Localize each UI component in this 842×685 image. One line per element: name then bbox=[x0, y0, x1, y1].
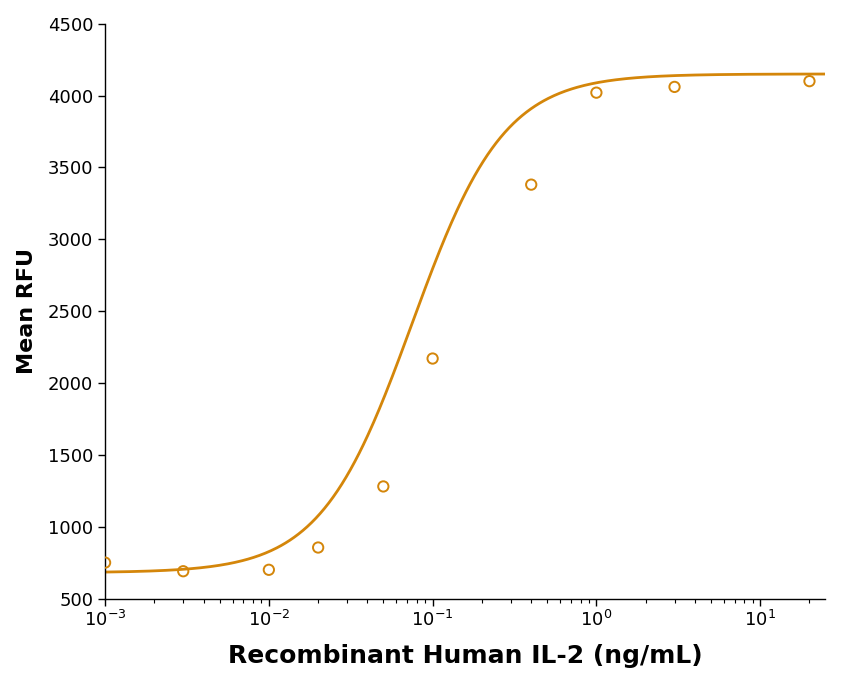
Point bbox=[802, 75, 816, 86]
Point bbox=[376, 481, 390, 492]
Point bbox=[312, 542, 325, 553]
Y-axis label: Mean RFU: Mean RFU bbox=[17, 248, 37, 374]
Point bbox=[668, 82, 681, 92]
Point bbox=[525, 179, 538, 190]
Point bbox=[177, 566, 190, 577]
Point bbox=[426, 353, 440, 364]
X-axis label: Recombinant Human IL-2 (ng/mL): Recombinant Human IL-2 (ng/mL) bbox=[228, 645, 702, 669]
Point bbox=[589, 87, 603, 98]
Point bbox=[262, 564, 275, 575]
Point bbox=[99, 557, 112, 568]
